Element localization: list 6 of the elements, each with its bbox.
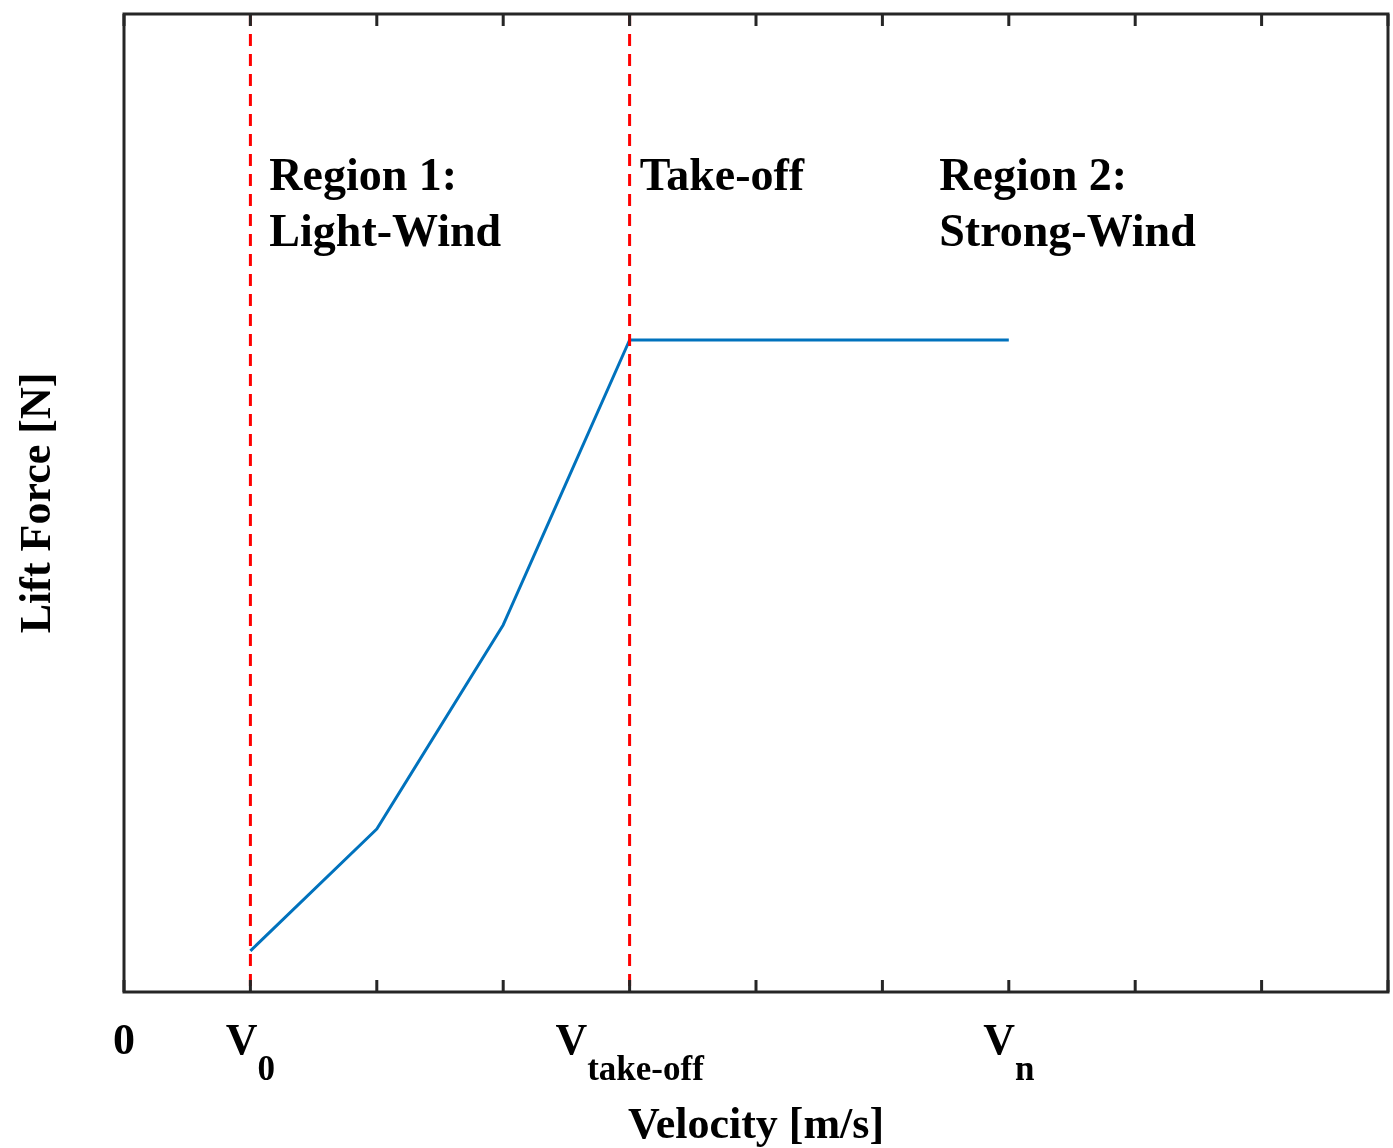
text: Take-off xyxy=(639,149,805,201)
x-axis-title: Velocity [m/s] xyxy=(627,1099,885,1148)
y-axis-title: Lift Force [N] xyxy=(11,372,60,634)
text: Region 2: Strong-Wind xyxy=(939,149,1197,257)
x-tick-label: 0 xyxy=(113,1015,135,1064)
text: Region 1: Light-Wind xyxy=(269,149,502,257)
